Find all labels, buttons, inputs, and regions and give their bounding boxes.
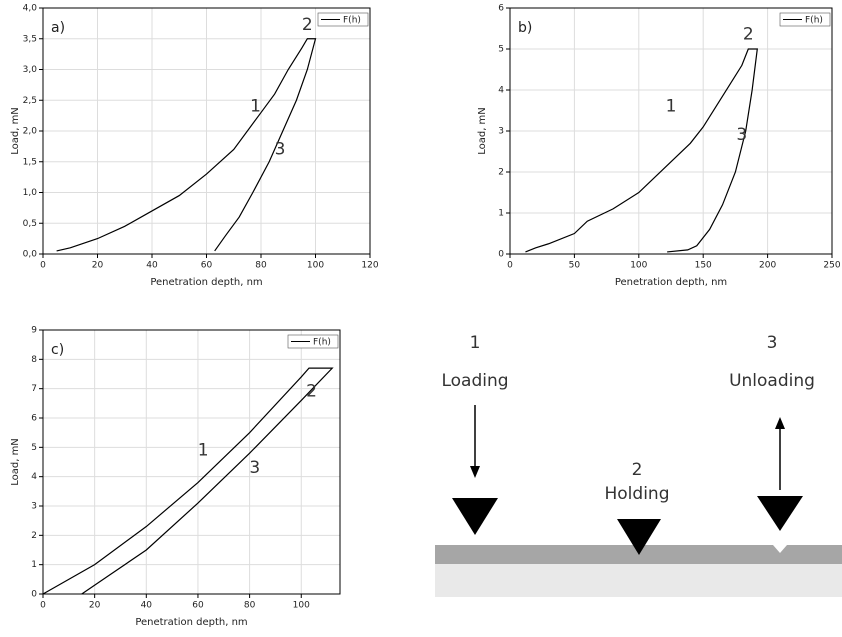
x-tick-label: 50 bbox=[569, 261, 581, 271]
step-label: Holding bbox=[605, 484, 670, 504]
curve bbox=[56, 38, 317, 252]
legend-label: F(h) bbox=[805, 16, 823, 26]
material-layer bbox=[435, 545, 842, 564]
chart: 0 20 40 60 80 100 0 1 2 3 4 5 6 7 8 9 Penetration depth,… bbox=[10, 326, 341, 628]
x-tick-label: 0 bbox=[507, 261, 513, 271]
legend-box bbox=[779, 12, 831, 27]
substrate bbox=[435, 564, 842, 597]
indenter bbox=[452, 498, 498, 535]
y-axis-label: Load, mN bbox=[10, 107, 21, 155]
y-tick-label: 5 bbox=[31, 443, 37, 453]
x-tick-label: 100 bbox=[630, 261, 647, 271]
x-tick-label: 0 bbox=[40, 601, 46, 611]
panel-label: b) bbox=[518, 20, 532, 36]
y-axis-label: Load, mN bbox=[477, 107, 488, 155]
x-tick-label: 0 bbox=[40, 261, 46, 271]
chart: 0 50 100 150 200 250 0 1 2 3 4 5 6 Penetration depth,… bbox=[477, 4, 841, 289]
chart: 0 20 40 60 80 100 120 0,0 0,5 1,0 1,5 2,0 2,5 3,0 3,5 4… bbox=[10, 4, 379, 289]
panel-label: a) bbox=[51, 20, 65, 36]
y-tick-label: 4 bbox=[498, 86, 504, 96]
x-axis-label: Penetration depth, nm bbox=[135, 617, 247, 628]
y-tick-label: 4 bbox=[31, 472, 37, 482]
step-label: Unloading bbox=[729, 371, 815, 391]
annotation: 1 bbox=[198, 440, 209, 460]
x-tick-label: 80 bbox=[255, 261, 267, 271]
arrow-head bbox=[470, 466, 480, 478]
imprint bbox=[773, 545, 787, 553]
annotation: 2 bbox=[306, 382, 317, 402]
x-tick-label: 40 bbox=[146, 261, 158, 271]
y-tick-label: 9 bbox=[31, 326, 37, 336]
annotation: 3 bbox=[736, 125, 747, 145]
y-tick-label: 1 bbox=[31, 560, 37, 570]
step-label: Loading bbox=[441, 371, 508, 391]
step-number: 1 bbox=[470, 333, 481, 353]
y-tick-label: 0 bbox=[498, 250, 504, 260]
legend-label: F(h) bbox=[313, 338, 331, 348]
y-tick-label: 0,0 bbox=[23, 250, 38, 260]
diagram: 1 Loading 2 Holding 3 Unloading bbox=[435, 333, 842, 597]
x-axis-label: Penetration depth, nm bbox=[150, 277, 262, 288]
annotation: 2 bbox=[743, 25, 754, 45]
y-tick-label: 4,0 bbox=[23, 4, 38, 14]
y-tick-label: 2 bbox=[498, 168, 504, 178]
y-tick-label: 2,5 bbox=[23, 96, 37, 106]
plot-frame bbox=[509, 7, 833, 255]
panel-label: c) bbox=[51, 342, 64, 358]
x-tick-label: 200 bbox=[759, 261, 776, 271]
y-tick-label: 0,5 bbox=[23, 219, 37, 229]
x-tick-label: 80 bbox=[244, 601, 256, 611]
y-tick-label: 5 bbox=[498, 45, 504, 55]
x-tick-label: 20 bbox=[89, 601, 101, 611]
y-tick-label: 3 bbox=[498, 127, 504, 137]
y-tick-label: 7 bbox=[31, 384, 37, 394]
legend-label: F(h) bbox=[343, 16, 361, 26]
x-tick-label: 150 bbox=[695, 261, 712, 271]
y-tick-label: 6 bbox=[498, 4, 504, 14]
plot-frame bbox=[42, 7, 371, 255]
annotation: 1 bbox=[666, 96, 677, 116]
y-tick-label: 8 bbox=[31, 355, 37, 365]
x-tick-label: 250 bbox=[823, 261, 840, 271]
y-tick-label: 1 bbox=[498, 209, 504, 219]
y-tick-label: 2 bbox=[31, 531, 37, 541]
curve bbox=[525, 48, 758, 253]
legend-box bbox=[317, 12, 369, 27]
y-tick-label: 3 bbox=[31, 502, 37, 512]
annotation: 3 bbox=[275, 139, 286, 159]
curve bbox=[42, 367, 334, 595]
x-tick-label: 100 bbox=[307, 261, 324, 271]
x-axis-label: Penetration depth, nm bbox=[615, 277, 727, 288]
annotation: 3 bbox=[249, 458, 260, 478]
annotation: 1 bbox=[250, 96, 261, 116]
step-number: 2 bbox=[632, 460, 643, 480]
x-tick-label: 60 bbox=[192, 601, 204, 611]
indenter bbox=[617, 519, 661, 555]
x-tick-label: 60 bbox=[201, 261, 213, 271]
indenter bbox=[757, 496, 803, 531]
y-tick-label: 3,5 bbox=[23, 34, 37, 44]
plot-frame bbox=[42, 329, 341, 595]
x-tick-label: 120 bbox=[361, 261, 378, 271]
x-tick-label: 40 bbox=[141, 601, 153, 611]
y-tick-label: 3,0 bbox=[23, 65, 38, 75]
x-tick-label: 20 bbox=[92, 261, 104, 271]
y-tick-label: 1,5 bbox=[23, 157, 37, 167]
step-number: 3 bbox=[767, 333, 778, 353]
arrow-head bbox=[775, 417, 785, 429]
x-tick-label: 100 bbox=[293, 601, 310, 611]
y-tick-label: 6 bbox=[31, 414, 37, 424]
annotation: 2 bbox=[302, 15, 313, 35]
y-tick-label: 2,0 bbox=[23, 127, 38, 137]
legend-box bbox=[287, 334, 339, 349]
y-tick-label: 1,0 bbox=[23, 188, 38, 198]
y-tick-label: 0 bbox=[31, 590, 37, 600]
y-axis-label: Load, mN bbox=[10, 438, 21, 486]
